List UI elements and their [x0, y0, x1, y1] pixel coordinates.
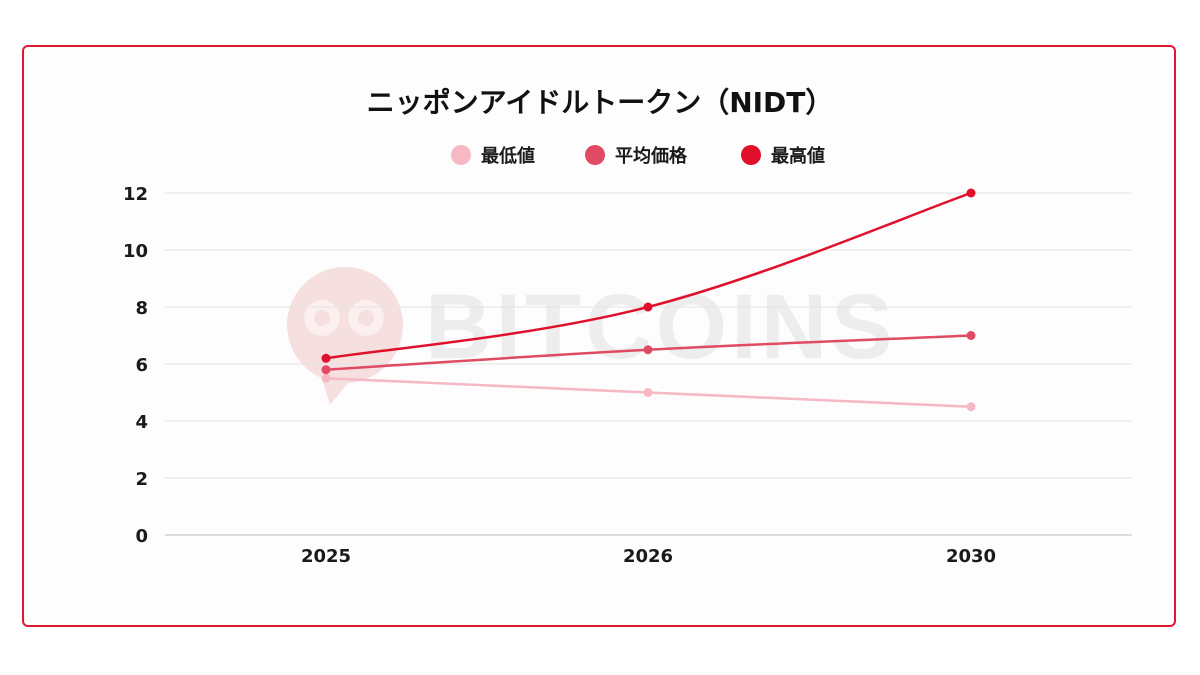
data-point: [966, 402, 976, 412]
watermark: BITCOINS: [287, 267, 897, 405]
y-tick-label: 6: [135, 355, 148, 376]
series-2: [321, 331, 976, 375]
y-tick-label: 2: [135, 469, 148, 490]
legend-marker: [741, 145, 761, 165]
data-point: [321, 373, 331, 383]
legend-item-3: 最高値: [741, 145, 825, 167]
series-1: [321, 373, 976, 412]
x-tick-label: 2025: [301, 546, 351, 567]
series-group: [321, 188, 976, 412]
data-point: [643, 345, 653, 355]
legend-label: 平均価格: [615, 145, 688, 167]
series-3: [321, 188, 976, 363]
bitcoins-logo-icon: [287, 267, 403, 405]
data-point: [643, 302, 653, 312]
chart-title: ニッポンアイドルトークン（NIDT）: [367, 86, 834, 119]
y-tick-label: 4: [135, 412, 148, 433]
x-tick-label: 2026: [623, 546, 673, 567]
legend-label: 最低値: [481, 145, 535, 167]
watermark-text: BITCOINS: [425, 276, 897, 378]
legend-label: 最高値: [771, 145, 825, 167]
x-tick-label: 2030: [946, 546, 996, 567]
legend-marker: [451, 145, 471, 165]
legend-marker: [585, 145, 605, 165]
data-point: [643, 388, 653, 397]
data-point: [966, 188, 976, 198]
chart-card: [22, 45, 1176, 627]
data-point: [321, 365, 331, 375]
legend: 最低値 平均価格 最高値: [451, 145, 825, 167]
legend-item-2: 平均価格: [585, 145, 688, 167]
y-tick-label: 0: [135, 526, 148, 547]
grid: [165, 192, 1132, 536]
y-tick-label: 8: [135, 298, 148, 319]
data-point: [966, 331, 976, 340]
y-tick-label: 10: [123, 241, 148, 262]
data-point: [321, 353, 331, 363]
x-axis: 2025 2026 2030: [301, 546, 996, 567]
y-tick-label: 12: [123, 184, 148, 205]
y-axis: 0 2 4 6 8 10 12: [123, 184, 148, 547]
legend-item-1: 最低値: [451, 145, 535, 167]
